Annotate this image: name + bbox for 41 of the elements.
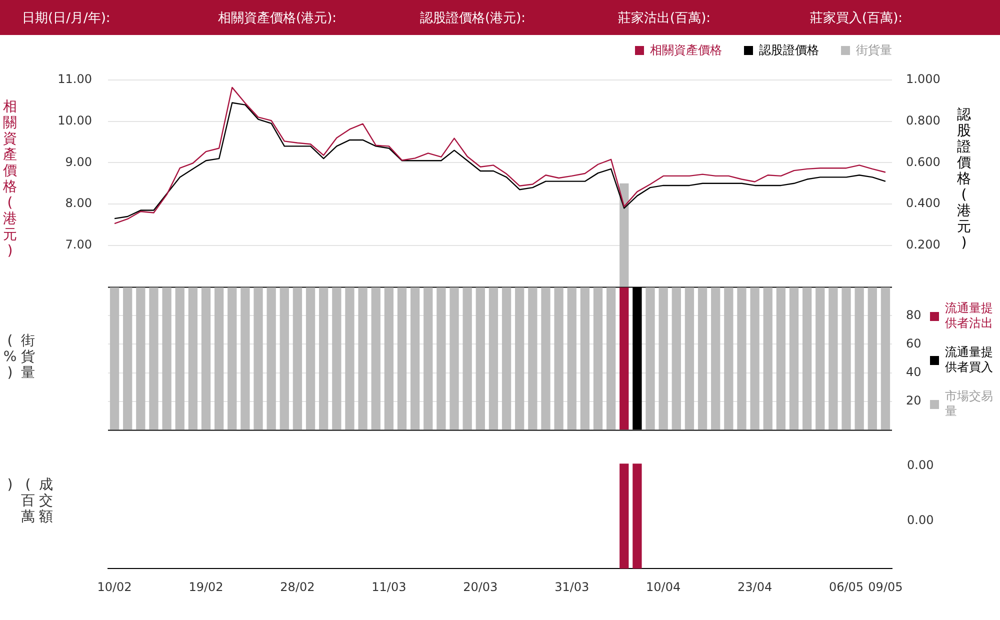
legend-label: 認股證價格 — [759, 43, 819, 58]
text: 街貨量(%) — [3, 333, 35, 381]
y2-tick-label: 0.400 — [906, 196, 940, 210]
text: 日期(日/月/年): — [22, 10, 110, 27]
text: 認股證價格(港元) — [957, 107, 971, 251]
y2-tick-label: 0.800 — [906, 113, 940, 128]
x-tick-label: 23/04 — [738, 580, 772, 594]
y-tick-label: 20 — [906, 393, 922, 408]
legend-label: 流通量提供者買入 — [945, 345, 994, 375]
legend-label: 市場交易量 — [945, 389, 994, 419]
x-tick-label: 20/03 — [463, 580, 498, 594]
x-tick-label: 10/04 — [646, 580, 681, 594]
text: 0.00 — [907, 513, 934, 527]
text: 相關資產價格(港元) — [3, 98, 17, 258]
text: 莊家沽出(百萬): — [618, 10, 711, 27]
x-tick-label: 06/05 — [828, 580, 864, 594]
x-tick-label: 28/02 — [280, 580, 315, 594]
text: 莊家買入(百萬): — [810, 10, 903, 27]
x-tick-label: 10/02 — [97, 580, 132, 594]
y-tick-label: 11.00 — [58, 72, 92, 86]
y-tick-label: 9.00 — [65, 154, 92, 169]
legend-label: 相關資產價格 — [650, 43, 722, 58]
y-tick-label: 10.00 — [58, 113, 92, 128]
x-tick-label: 31/03 — [554, 580, 590, 594]
text: 認股證價格(港元): — [420, 10, 526, 27]
text: 相關資產價格(港元): — [218, 10, 337, 27]
y2-tick-label: 1.000 — [906, 72, 940, 86]
y-tick-label: 8.00 — [65, 196, 92, 210]
legend-label: 流通量提供者沽出 — [945, 301, 994, 331]
x-tick-label: 19/02 — [188, 580, 224, 594]
y-tick-label: 40 — [906, 364, 922, 379]
y-tick-label: 7.00 — [65, 238, 92, 252]
legend-label: 街貨量 — [856, 43, 892, 58]
y-tick-label: 80 — [906, 308, 922, 322]
text: 0.00 — [907, 458, 934, 472]
y-tick-label: 60 — [906, 336, 922, 350]
x-tick-label: 09/05 — [868, 580, 903, 594]
y2-tick-label: 0.600 — [906, 154, 940, 169]
x-tick-label: 11/03 — [372, 580, 406, 594]
text: 成交額(百萬) — [7, 477, 53, 525]
y2-tick-label: 0.200 — [906, 238, 940, 252]
